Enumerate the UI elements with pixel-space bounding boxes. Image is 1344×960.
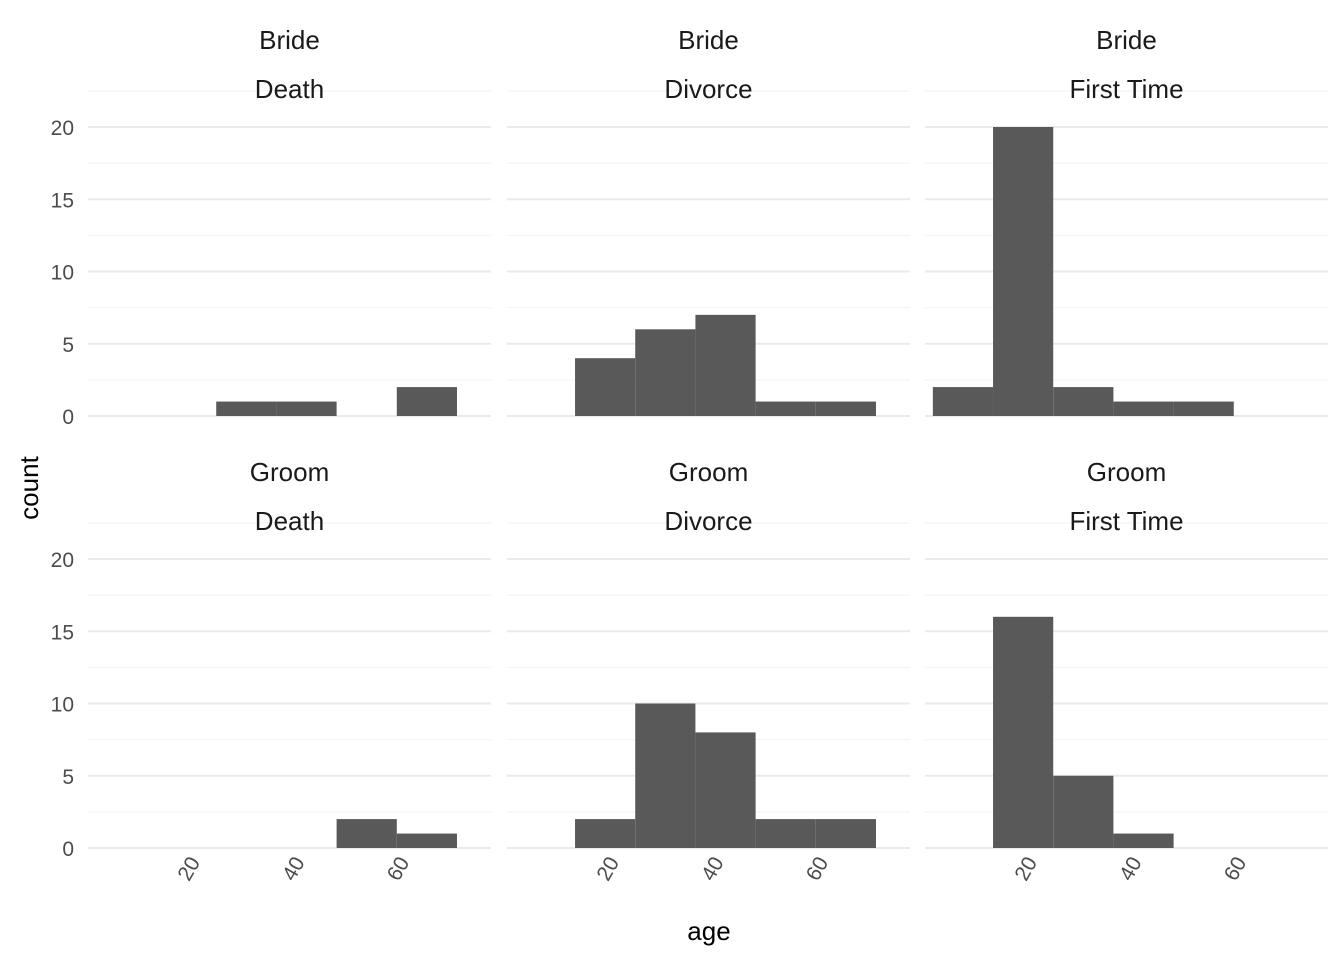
histogram-bar [575,358,636,416]
histogram-bar [1113,833,1174,848]
x-tick-label: 60 [802,853,834,885]
histogram-bar [815,819,876,848]
x-tick-label: 60 [383,853,415,885]
strip-label-row: Groom [250,457,329,487]
panel-groom-first-time: Groom First Time [925,457,1328,849]
strip-label-row: Bride [678,25,739,55]
y-tick-label: 0 [62,406,74,429]
y-tick-label: 5 [62,334,74,357]
y-tick-label: 20 [51,117,74,140]
histogram-bar [336,819,397,848]
y-tick-label: 15 [51,189,74,212]
histogram-bar [276,401,337,416]
strip-label-col: Divorce [664,74,752,104]
y-tick-label: 10 [51,694,74,717]
panel-bride-first-time: Bride First Time [925,25,1328,417]
histogram-bar [932,387,994,416]
strip-label-row: Groom [669,457,748,487]
histogram-bar [755,819,816,848]
histogram-bar [1173,401,1234,416]
histogram-bar [396,833,457,848]
histogram-bar [635,329,696,416]
panel-bride-divorce: Bride Divorce [507,25,910,417]
histogram-bar [216,401,277,416]
histogram-bar [396,387,457,416]
x-axis-title: age [687,916,730,946]
y-axis-title: count [14,455,44,519]
x-tick-label: 60 [1220,853,1252,885]
panel-groom-death: Groom Death [88,457,491,849]
x-tick-labels: 20 40 60 20 40 60 20 40 60 [173,853,1251,885]
histogram-bar [755,401,816,416]
strip-label-col: First Time [1069,506,1183,536]
strip-label-col: First Time [1069,74,1183,104]
x-tick-label: 20 [1010,853,1042,885]
histogram-bar [1053,387,1114,416]
x-tick-label: 20 [173,853,205,885]
strip-label-col: Death [255,506,324,536]
x-tick-label: 40 [278,853,310,885]
histogram-bar [993,127,1054,416]
strip-label-col: Death [255,74,324,104]
y-tick-label: 15 [51,621,74,644]
histogram-bar [695,732,756,848]
histogram-bar [1113,401,1174,416]
panel-bride-death: Bride Death [88,25,491,417]
y-tick-label: 20 [51,549,74,572]
x-tick-label: 40 [697,853,729,885]
histogram-bar [635,703,696,848]
histogram-bar [575,819,636,848]
strip-label-row: Bride [1096,25,1157,55]
x-tick-label: 40 [1115,853,1147,885]
y-tick-label: 10 [51,262,74,285]
y-tick-labels: 0 5 10 15 20 0 5 10 15 20 [51,117,74,861]
strip-label-row: Bride [259,25,320,55]
strip-label-col: Divorce [664,506,752,536]
y-tick-label: 0 [62,838,74,861]
histogram-bar [815,401,876,416]
x-tick-label: 20 [592,853,624,885]
panel-groom-divorce: Groom Divorce [507,457,910,849]
histogram-bar [993,616,1054,848]
y-tick-label: 5 [62,766,74,789]
strip-label-row: Groom [1087,457,1166,487]
histogram-bar [1053,775,1114,848]
histogram-bar [695,314,756,416]
